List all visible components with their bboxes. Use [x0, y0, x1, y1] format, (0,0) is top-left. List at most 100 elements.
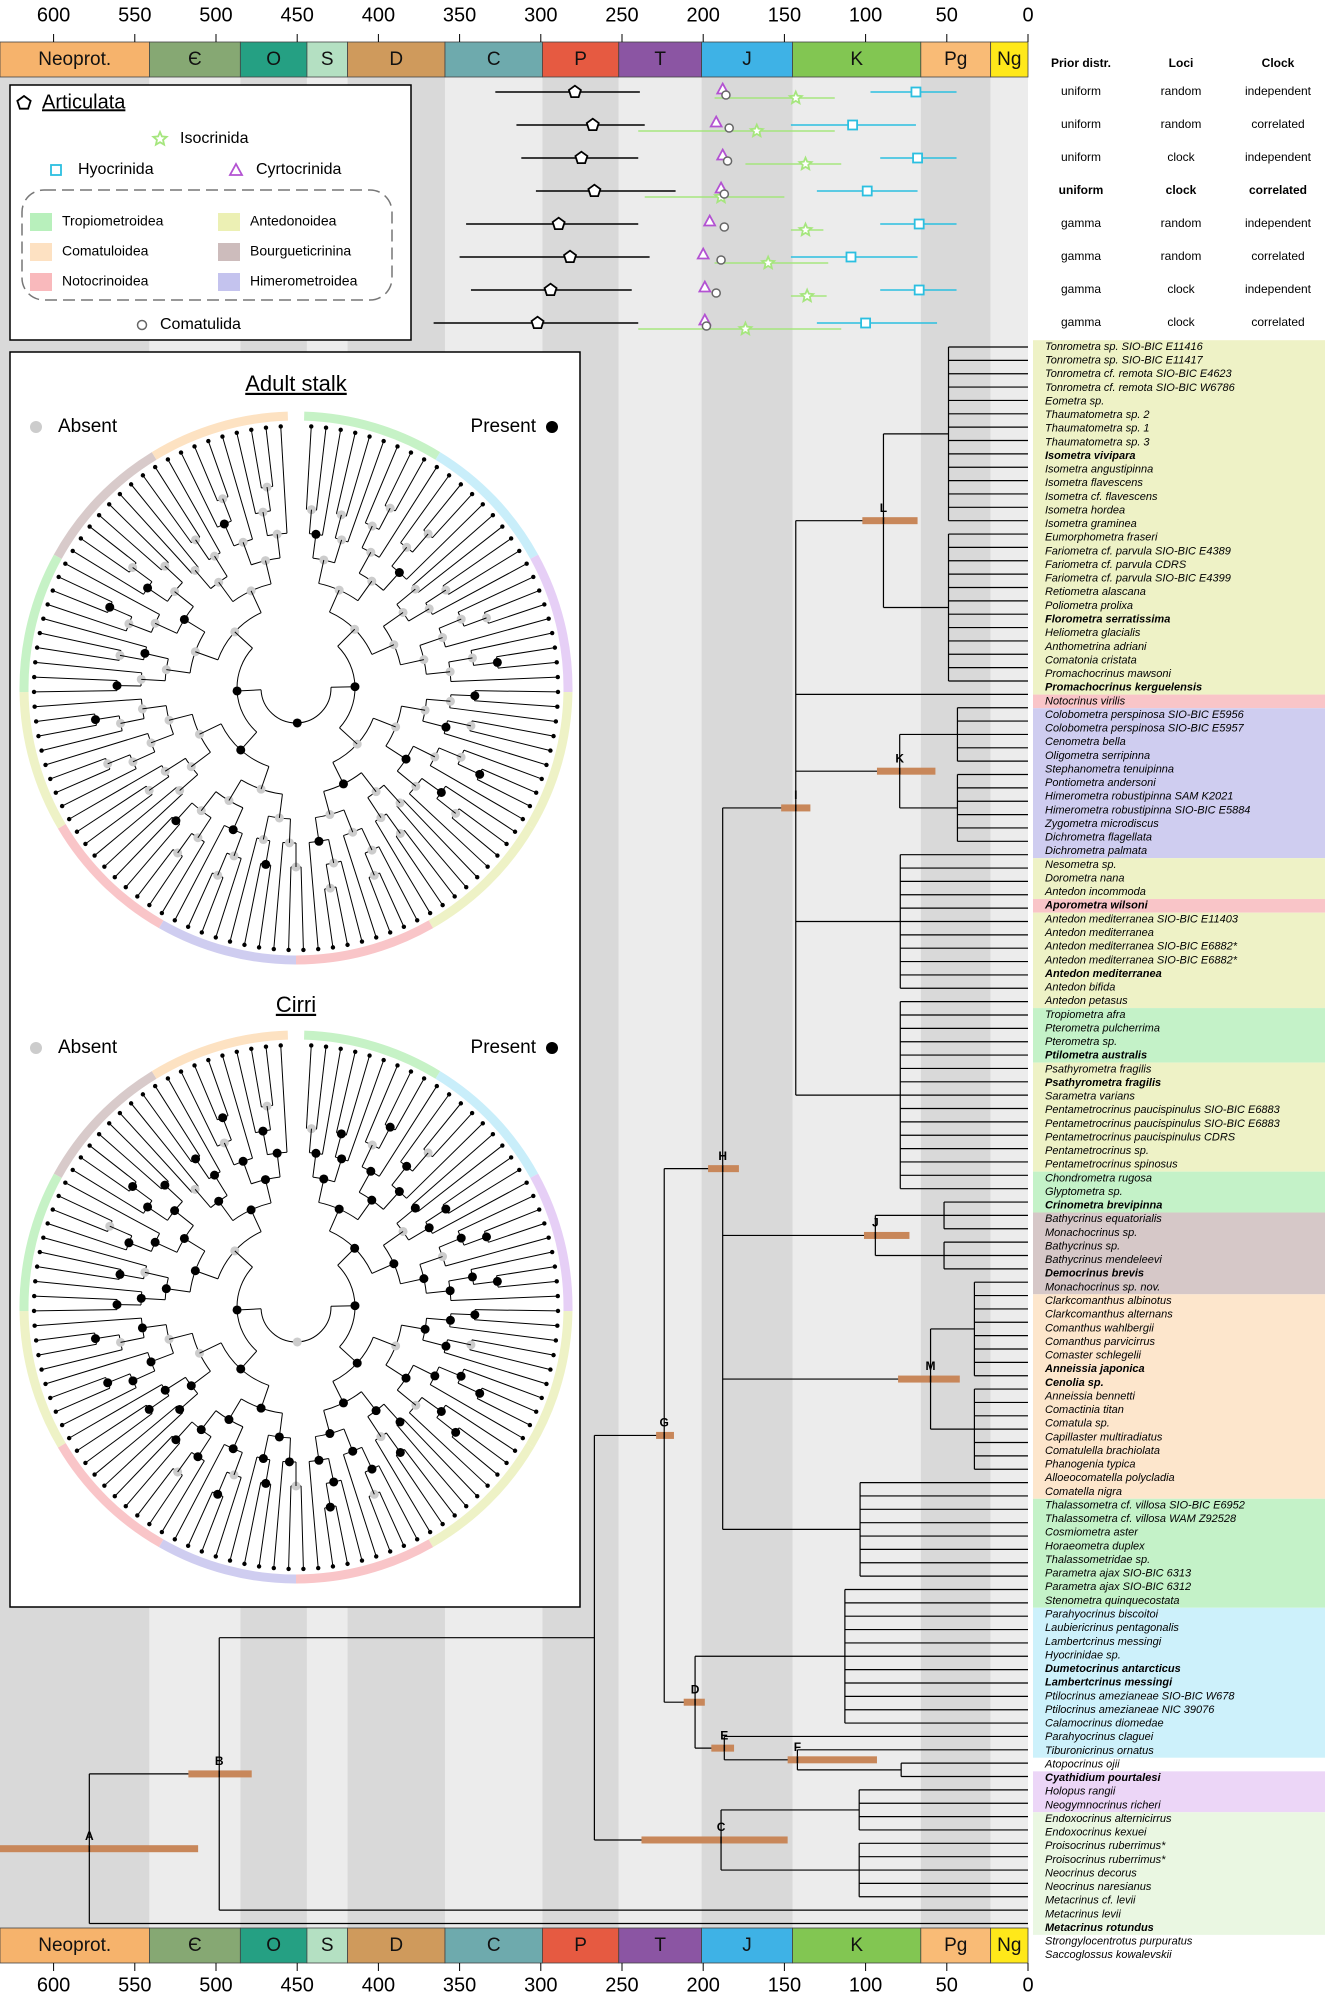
period-label: P [574, 1935, 587, 1956]
taxon-label: Thalassometridae sp. [1045, 1554, 1150, 1566]
taxon-label: Saccoglossus kowalevskii [1045, 1949, 1172, 1961]
taxon-label: Neocrinus naresianus [1045, 1881, 1152, 1893]
legend-label: Antedonoidea [250, 213, 337, 229]
taxon-label: Thaumatometra sp. 1 [1045, 423, 1150, 435]
node-age-bar [0, 1845, 198, 1852]
legend-label: Comatulida [160, 316, 241, 333]
estimate-marker [915, 286, 924, 295]
period-label: Pg [944, 49, 967, 70]
period-label: Neoprot. [38, 1935, 111, 1956]
taxon-label: Isometra vivipara [1045, 450, 1136, 462]
taxon-label: Endoxocrinus kexuei [1045, 1827, 1147, 1839]
x-tick-label: 0 [1022, 1974, 1033, 1996]
node-age-bar [898, 1376, 960, 1383]
period-label: P [574, 49, 587, 70]
state-dot [546, 1042, 558, 1054]
taxon-label: Thalassometra cf. villosa WAM Z92528 [1045, 1513, 1237, 1525]
estimate-marker [712, 289, 720, 297]
estimate-marker [717, 256, 725, 264]
taxon-label: Parahyocrinus claguei [1045, 1731, 1154, 1743]
taxon-label: Anthometrina adriani [1044, 641, 1147, 653]
time-stripe [991, 77, 1028, 1928]
estimate-marker [848, 121, 857, 130]
state-node [293, 1337, 302, 1346]
legend-label: Isocrinida [180, 130, 249, 147]
node-age-bar [684, 1699, 705, 1706]
taxon-label: Cyathidium pourtalesi [1045, 1772, 1161, 1784]
legend-swatch [30, 273, 52, 291]
state-dot [30, 1042, 42, 1054]
period-label: D [389, 49, 403, 70]
taxon-label: Democrinus brevis [1045, 1268, 1144, 1280]
table-cell: clock [1167, 282, 1195, 296]
legend-swatch [218, 213, 240, 231]
node-label: D [691, 1682, 700, 1696]
table-header: Loci [1169, 56, 1194, 70]
taxon-label: Eometra sp. [1045, 395, 1104, 407]
tip [521, 1436, 525, 1440]
taxon-label: Proisocrinus ruberrimus* [1045, 1840, 1166, 1852]
table-cell: correlated [1251, 117, 1304, 131]
taxon-label: Parametra ajax SIO-BIC 6313 [1045, 1568, 1192, 1580]
estimate-marker [846, 253, 855, 262]
legend-label: Cyrtocrinida [256, 161, 341, 178]
taxon-label: Ptilometra australis [1045, 1050, 1147, 1062]
taxon-label: Cosmiometra aster [1045, 1527, 1139, 1539]
taxon-label: Stenometra quinquecostata [1045, 1595, 1180, 1607]
taxon-label: Tonrometra cf. remota SIO-BIC E4623 [1045, 368, 1233, 380]
taxon-label: Parametra ajax SIO-BIC 6312 [1045, 1581, 1191, 1593]
x-tick-label: 250 [605, 1974, 638, 1996]
taxon-label: Metacrinus rotundus [1045, 1922, 1154, 1934]
estimate-marker [915, 220, 924, 229]
taxon-label: Fariometra cf. parvula SIO-BIC E4399 [1045, 573, 1231, 585]
x-tick-label: 600 [37, 4, 70, 26]
taxon-label: Pentametrocrinus spinosus [1045, 1159, 1178, 1171]
table-header: Prior distr. [1051, 56, 1111, 70]
taxon-label: Monachocrinus sp. nov. [1045, 1281, 1160, 1293]
table-cell: uniform [1059, 183, 1104, 197]
node-label: B [215, 1754, 224, 1768]
table-cell: independent [1245, 150, 1312, 164]
taxon-label: Crinometra brevipinna [1045, 1200, 1162, 1212]
taxon-label: Metacrinus levii [1045, 1908, 1121, 1920]
taxon-label: Comatonia cristata [1045, 654, 1137, 666]
table-cell: random [1161, 117, 1202, 131]
tip [60, 1423, 64, 1427]
tree-title: Cirri [276, 992, 316, 1017]
taxon-label: Antedon mediterranea SIO-BIC E11403 [1044, 913, 1239, 925]
x-tick-label: 200 [687, 4, 720, 26]
taxon-label: Comanthus wahlbergii [1045, 1322, 1154, 1334]
taxon-label: Tonrometra sp. SIO-BIC E11416 [1045, 341, 1204, 353]
taxon-label: Isometra cf. flavescens [1045, 491, 1158, 503]
x-tick-label: 50 [936, 4, 958, 26]
legend-label: Comatuloidea [62, 243, 149, 259]
period-label: C [487, 1935, 501, 1956]
x-tick-label: 100 [849, 4, 882, 26]
taxon-label: Aporometra wilsoni [1044, 900, 1149, 912]
x-tick-label: 450 [281, 1974, 314, 1996]
x-tick-label: 300 [524, 4, 557, 26]
node-label: G [660, 1416, 669, 1430]
taxon-label: Promachocrinus mawsoni [1045, 668, 1171, 680]
x-tick-label: 400 [362, 4, 395, 26]
taxon-label: Chondrometra rugosa [1045, 1172, 1152, 1184]
x-tick-label: 350 [443, 4, 476, 26]
taxon-label: Horaeometra duplex [1045, 1540, 1145, 1552]
table-cell: independent [1245, 282, 1312, 296]
taxon-label: Comanthus parvicirrus [1045, 1336, 1156, 1348]
circular-panel [10, 352, 580, 1607]
taxon-label: Eumorphometra fraseri [1045, 532, 1158, 544]
node-label: J [872, 1216, 879, 1230]
taxon-label: Endoxocrinus alternicirrus [1045, 1813, 1172, 1825]
taxon-label: Tonrometra cf. remota SIO-BIC W6786 [1045, 382, 1236, 394]
taxon-label: Anneissia japonica [1044, 1363, 1145, 1375]
table-cell: correlated [1251, 249, 1304, 263]
table-cell: clock [1167, 150, 1195, 164]
taxon-label: Strongylocentrotus purpuratus [1045, 1936, 1193, 1948]
taxon-label: Retiometra alascana [1045, 586, 1146, 598]
table-cell: independent [1245, 216, 1312, 230]
state-node [293, 718, 302, 727]
taxon-label: Antedon mediterranea [1044, 968, 1162, 980]
legend-label: Hyocrinida [78, 161, 154, 178]
node-age-bar [708, 1165, 739, 1172]
